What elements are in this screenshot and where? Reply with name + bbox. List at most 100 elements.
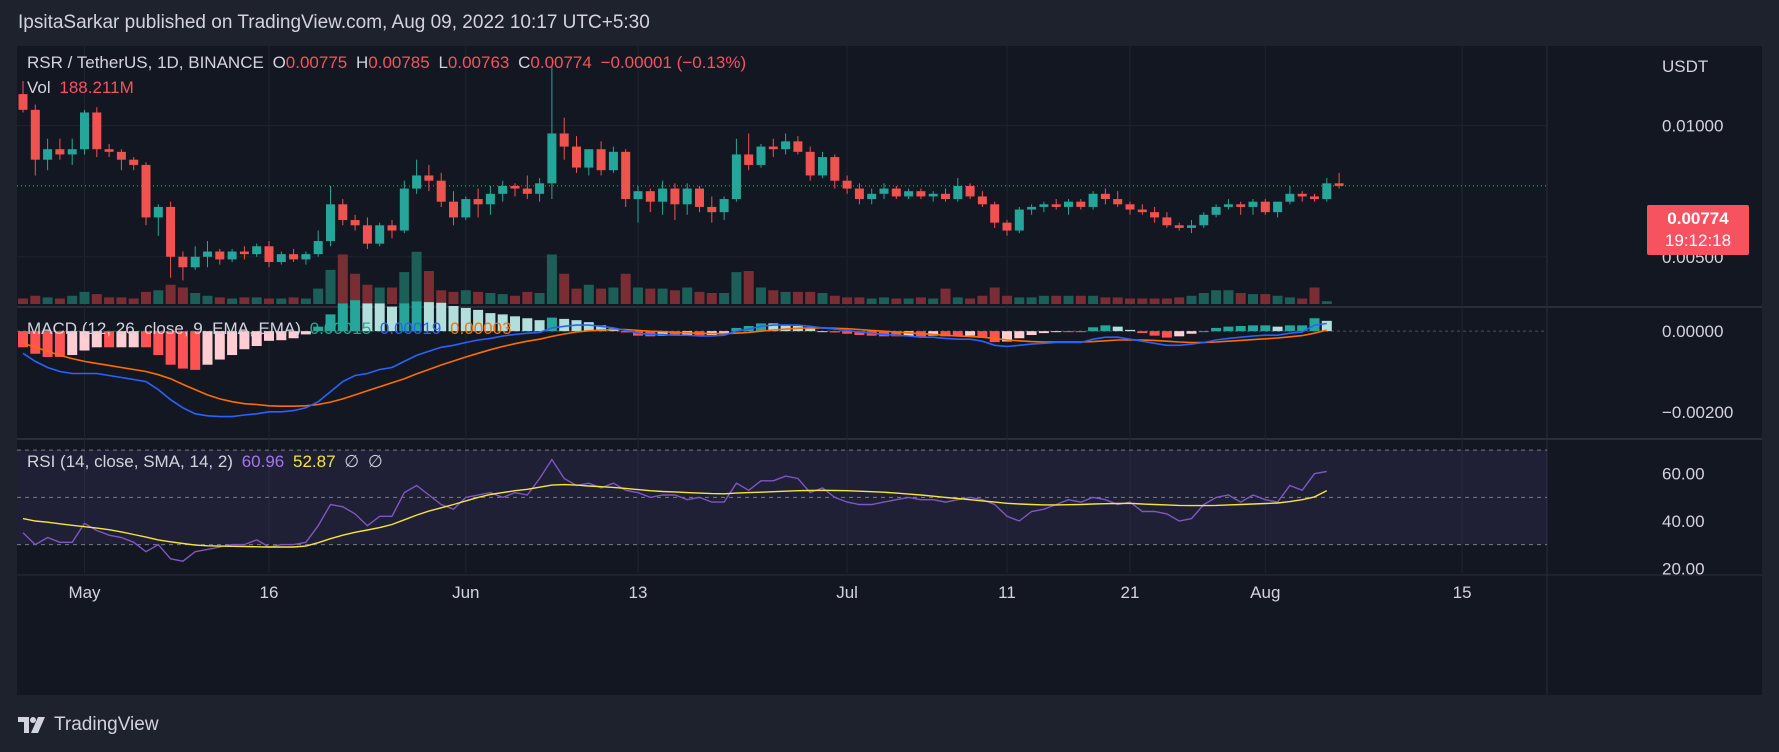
volume-bar: [264, 298, 274, 304]
candle-body: [805, 151, 815, 176]
macd-histogram-bar: [1161, 331, 1172, 338]
symbol-name[interactable]: RSR / TetherUS, 1D, BINANCE: [27, 53, 264, 72]
macd-histogram-bar: [497, 314, 508, 332]
macd-histogram-bar: [768, 323, 779, 332]
chart-frame[interactable]: 0.01000 0.00500 0.00000 −0.00200 60.00 40.00 2…: [17, 46, 1762, 695]
volume-bar: [313, 288, 324, 304]
tradingview-logo-icon[interactable]: [18, 717, 46, 733]
rsi-na-1: ∅: [344, 452, 360, 471]
candle-body: [731, 154, 741, 200]
macd-histogram-bar: [423, 302, 434, 332]
volume-bar: [1063, 295, 1074, 304]
volume-bar: [42, 297, 53, 304]
macd-histogram-bar: [1137, 331, 1148, 334]
macd-histogram-bar: [251, 331, 262, 346]
candle-body: [707, 206, 717, 213]
macd-histogram-bar: [977, 331, 988, 338]
candle-body: [891, 188, 901, 197]
volume-bar: [399, 272, 410, 304]
volume-bar: [91, 294, 102, 304]
macd-histogram-bar: [583, 322, 594, 332]
macd-histogram-bar: [1272, 326, 1283, 332]
x-axis-label: 13: [629, 583, 648, 602]
macd-histogram-bar: [1186, 331, 1197, 334]
macd-histogram-bar: [54, 331, 65, 357]
candle-body: [264, 246, 274, 263]
macd-histogram-bar: [1051, 331, 1062, 333]
candle-body: [239, 251, 249, 255]
macd-histogram-bar: [546, 317, 557, 332]
candle-body: [362, 225, 372, 244]
macd-histogram-bar: [67, 331, 78, 356]
volume-bar: [903, 298, 914, 304]
volume-bar: [227, 298, 238, 304]
macd-histogram-bar: [903, 331, 914, 337]
volume-bar: [583, 284, 594, 304]
candle-body: [658, 188, 668, 202]
volume-bar: [866, 298, 877, 304]
macd-histogram-bar: [116, 331, 127, 348]
macd-histogram-bar: [300, 331, 311, 335]
volume-bar: [633, 287, 643, 304]
symbol-legend: RSR / TetherUS, 1D, BINANCE O0.00775 H0.…: [27, 53, 750, 73]
volume-bar: [731, 272, 742, 304]
chart-canvas[interactable]: 0.010000.005000.00000−0.0020060.0040.002…: [17, 46, 1762, 695]
volume-bar: [743, 271, 754, 304]
rsi-label[interactable]: RSI (14, close, SMA, 14, 2): [27, 452, 233, 471]
candle-body: [1039, 204, 1049, 207]
volume-bar: [190, 293, 201, 304]
candle-body: [768, 146, 778, 150]
macd-histogram-bar: [952, 331, 963, 337]
macd-histogram-bar: [42, 331, 53, 357]
macd-histogram-bar: [18, 331, 28, 348]
candle-body: [313, 241, 323, 255]
volume-bar: [128, 298, 139, 304]
candle-body: [1150, 212, 1160, 218]
candle-body: [719, 199, 729, 213]
volume-bar: [239, 297, 250, 304]
candle-body: [227, 251, 237, 260]
volume-bar: [1248, 294, 1258, 304]
rsi-sma-line: [22, 483, 1328, 548]
volume-bar: [1051, 295, 1062, 304]
macd-histogram-bar: [928, 331, 939, 336]
macd-histogram-bar: [1038, 331, 1049, 334]
candle-body: [203, 251, 212, 257]
volume-bar: [460, 290, 471, 304]
macd-label[interactable]: MACD (12, 26, close, 9, EMA, EMA): [27, 319, 301, 338]
vol-value: 188.211M: [59, 78, 134, 97]
volume-bar: [104, 297, 115, 304]
candle-body: [30, 109, 40, 160]
volume-bar: [1235, 293, 1246, 304]
candle-body: [350, 220, 360, 226]
footer-brand[interactable]: TradingView: [54, 714, 159, 735]
rsi-tick-label: 20.00: [1662, 559, 1705, 578]
candle-body: [744, 154, 754, 165]
candle-body: [1051, 204, 1061, 207]
volume-bar: [18, 298, 28, 304]
candle-body: [55, 149, 65, 155]
volume-bar: [473, 291, 484, 304]
macd-histogram-bar: [559, 318, 570, 332]
macd-histogram-bar: [177, 331, 188, 369]
candle-body: [461, 199, 471, 218]
volume-bar: [1075, 295, 1086, 304]
macd-histogram-bar: [596, 325, 607, 332]
candle-body: [1088, 193, 1098, 207]
candle-body: [879, 188, 889, 194]
candle-body: [1248, 201, 1258, 207]
candle-body: [498, 185, 508, 194]
macd-histogram-bar: [756, 323, 766, 332]
volume-bar: [719, 293, 730, 304]
candle-body: [522, 188, 532, 194]
macd-histogram-bar: [780, 324, 791, 332]
volume-bar: [153, 290, 164, 304]
candle-body: [178, 256, 188, 268]
macd-histogram-bar: [829, 331, 840, 333]
volume-bar: [497, 294, 508, 304]
macd-histogram-bar: [141, 331, 151, 348]
macd-histogram-bar: [817, 331, 828, 333]
rsi-na-2: ∅: [367, 452, 383, 471]
candle-body: [485, 193, 495, 205]
candle-body: [1027, 206, 1037, 210]
